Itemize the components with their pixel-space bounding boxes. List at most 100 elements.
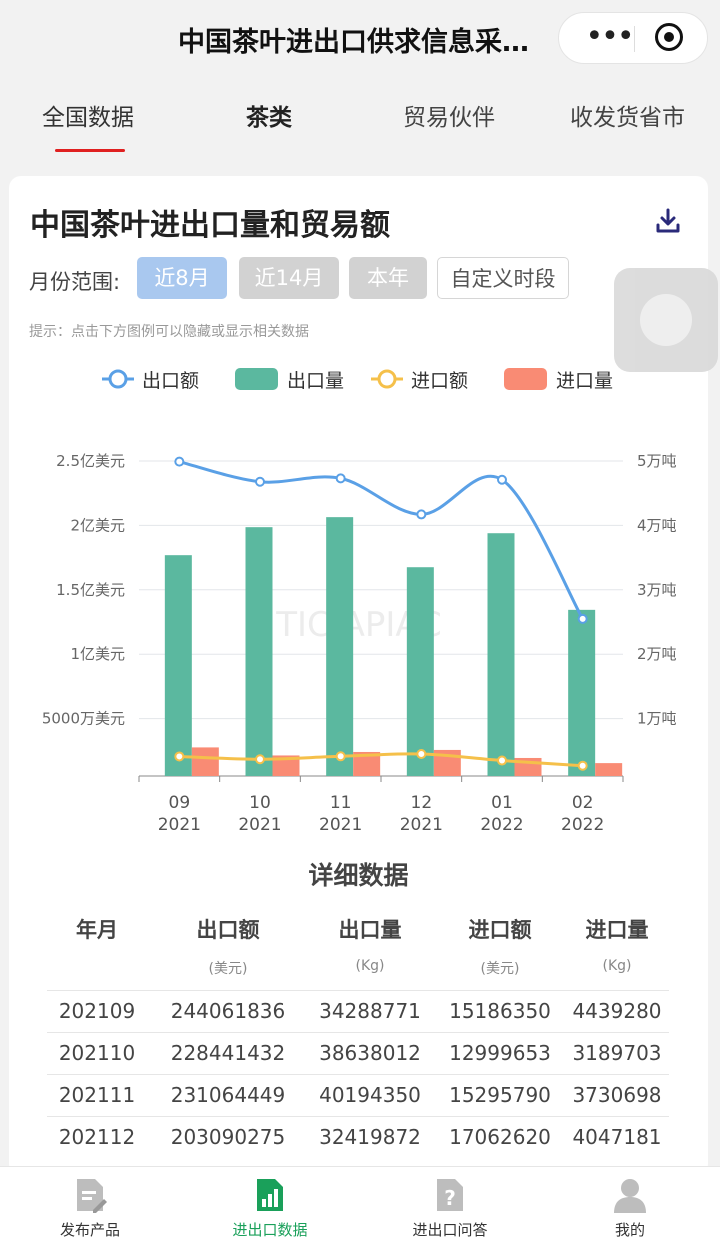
bar-import-volume [191, 747, 219, 776]
x-tick-month: 01 [491, 793, 513, 813]
right-axis-tick: 2万吨 [637, 645, 677, 663]
left-axis-tick: 1.5亿美元 [56, 581, 125, 599]
cell-export-value: 203090275 [170, 1125, 286, 1149]
bottom-navigation: 发布产品 进出口数据 ? 进出口问答 我的 [0, 1166, 720, 1245]
point-import-value [174, 751, 185, 762]
table-header-month: 年月 [76, 918, 118, 942]
legend-import-volume-swatch [504, 368, 547, 390]
floating-ball-icon [640, 294, 692, 346]
left-axis-tick: 2.5亿美元 [56, 452, 125, 470]
x-tick-month: 09 [169, 793, 191, 813]
card-title: 中国茶叶进出口量和贸易额 [30, 208, 390, 243]
cell-month: 202110 [58, 1041, 136, 1065]
title-bar: 中国茶叶进出口供求信息采… ••• [0, 0, 720, 76]
legend-import-volume-label: 进口量 [556, 370, 613, 392]
table-header-import-volume: 进口量 [585, 918, 649, 942]
point-export-value [577, 613, 588, 624]
table-row: 202110 228441432 38638012 12999653 3189703 [47, 1032, 669, 1075]
nav-label: 发布产品 [59, 1221, 120, 1239]
nav-label: 进出口问答 [412, 1221, 488, 1239]
point-export-value [255, 476, 265, 487]
nav-publish-product[interactable]: 发布产品 [0, 1167, 180, 1245]
line-import-value [179, 752, 583, 768]
bar-export-volume [568, 609, 596, 776]
table-unit-export-volume: (Kg) [355, 958, 385, 974]
point-import-value [335, 751, 346, 762]
app-title: 中国茶叶进出口供求信息采… [178, 27, 529, 58]
cell-export-volume: 40194350 [319, 1083, 421, 1107]
cell-export-value: 228441432 [170, 1041, 286, 1065]
legend-hint: 提示：点击下方图例可以隐藏或显示相关数据 [29, 324, 309, 340]
cell-import-value: 15186350 [449, 999, 551, 1023]
tab-provinces[interactable]: 收发货省市 [570, 105, 685, 131]
x-tick-month: 12 [411, 793, 433, 813]
download-icon[interactable] [653, 206, 683, 236]
range-this-year-button[interactable]: 本年 [349, 257, 427, 299]
legend-import-value-marker [377, 369, 397, 389]
bar-export-volume [406, 567, 434, 776]
point-export-value [416, 509, 427, 520]
right-axis-tick: 5万吨 [637, 452, 677, 470]
active-tab-indicator [55, 149, 125, 152]
cell-import-volume: 4047181 [572, 1125, 662, 1149]
floating-assistant-button[interactable] [614, 268, 718, 372]
table-header-export-value: 出口额 [196, 918, 260, 942]
capsule-divider [634, 26, 635, 52]
right-axis-tick: 1万吨 [637, 710, 677, 728]
x-tick-year: 2021 [238, 815, 281, 835]
point-import-value [497, 755, 507, 766]
range-8-months-button[interactable]: 近8月 [137, 257, 227, 299]
x-tick-month: 02 [572, 793, 594, 813]
table-header-import-value: 进口额 [468, 918, 532, 942]
x-tick-year: 2022 [561, 815, 604, 835]
table-unit-import-volume: (Kg) [602, 958, 632, 974]
close-target-icon[interactable] [655, 23, 683, 51]
point-export-value [497, 474, 507, 485]
right-axis-tick: 4万吨 [637, 516, 677, 534]
chart-icon [257, 1179, 283, 1211]
month-range-label: 月份范围: [29, 270, 121, 294]
table-row: 202111 231064449 40194350 15295790 3730698 [47, 1074, 669, 1117]
question-document-icon: ? [437, 1179, 463, 1211]
nav-trade-qa[interactable]: ? 进出口问答 [360, 1167, 540, 1245]
mini-program-capsule: ••• [558, 12, 708, 64]
point-import-value [255, 754, 265, 765]
trade-chart: 出口额 出口量 进口额 进口量 2.5亿美元 5万吨 2亿美元 4万吨 1.5亿美元 3万吨 1亿美… [42, 368, 677, 835]
point-import-value [416, 749, 427, 760]
cell-export-value: 244061836 [170, 999, 286, 1023]
legend-import-value-label: 进口额 [411, 370, 468, 392]
table-row: 202112 203090275 32419872 17062620 4047181 [47, 1116, 669, 1159]
cell-export-volume: 32419872 [319, 1125, 421, 1149]
table-unit-import-value: (美元) [480, 961, 520, 977]
cell-export-volume: 38638012 [319, 1041, 421, 1065]
svg-text:?: ? [444, 1186, 456, 1210]
tab-trade-partners[interactable]: 贸易伙伴 [403, 105, 495, 131]
table-unit-export-value: (美元) [208, 961, 248, 977]
nav-label: 我的 [614, 1221, 645, 1239]
nav-mine[interactable]: 我的 [540, 1167, 720, 1245]
x-tick-year: 2021 [319, 815, 362, 835]
range-custom-button[interactable]: 自定义时段 [437, 257, 569, 299]
nav-trade-data[interactable]: 进出口数据 [180, 1167, 360, 1245]
bar-import-volume [272, 755, 300, 776]
line-export-value [178, 460, 584, 620]
x-tick-year: 2021 [400, 815, 443, 835]
range-14-months-button[interactable]: 近14月 [239, 257, 339, 299]
bar-export-volume [326, 517, 354, 776]
cell-import-volume: 4439280 [572, 999, 662, 1023]
cell-import-volume: 3730698 [572, 1083, 662, 1107]
left-axis-tick: 5000万美元 [42, 710, 125, 728]
bar-export-volume [245, 527, 273, 776]
tab-tea-types[interactable]: 茶类 [246, 105, 292, 131]
legend-export-value-marker [108, 369, 128, 389]
tab-national-data[interactable]: 全国数据 [42, 105, 134, 131]
legend-export-value-label: 出口额 [142, 370, 199, 392]
point-export-value [174, 456, 185, 467]
nav-label: 进出口数据 [232, 1221, 308, 1239]
tab-bar: 全国数据 茶类 贸易伙伴 收发货省市 [0, 76, 720, 156]
cell-import-volume: 3189703 [572, 1041, 662, 1065]
more-icon[interactable]: ••• [585, 19, 634, 54]
detail-section-title: 详细数据 [308, 861, 409, 890]
user-icon [614, 1179, 646, 1213]
x-tick-month: 11 [330, 793, 352, 813]
